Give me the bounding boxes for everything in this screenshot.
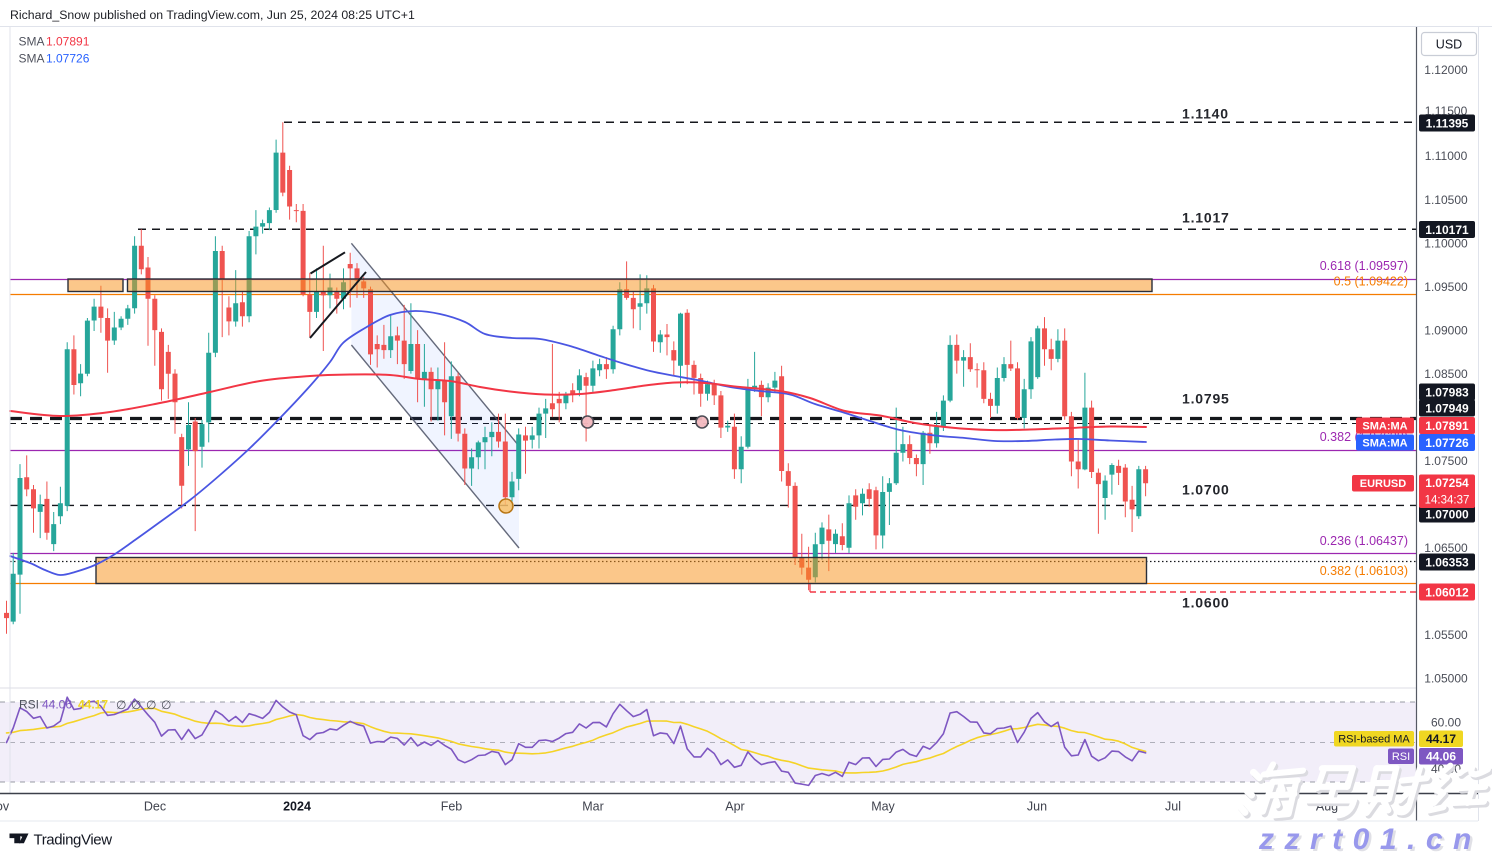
svg-text:44.06: 44.06 (42, 698, 72, 712)
svg-text:0.382 (1.06103): 0.382 (1.06103) (1320, 564, 1408, 578)
svg-text:1.07891: 1.07891 (46, 35, 90, 49)
svg-text:TradingView: TradingView (34, 832, 113, 849)
svg-text:1.0795: 1.0795 (1182, 391, 1230, 407)
svg-text:0.618 (1.09597): 0.618 (1.09597) (1320, 259, 1408, 273)
svg-text:Dec: Dec (144, 800, 166, 814)
svg-text:1.07983: 1.07983 (1425, 385, 1469, 399)
svg-text:1.07000: 1.07000 (1425, 507, 1469, 521)
svg-text:1.0600: 1.0600 (1182, 595, 1230, 611)
svg-text:1.06353: 1.06353 (1425, 555, 1469, 569)
svg-text:1.0700: 1.0700 (1182, 482, 1230, 498)
svg-text:1.09500: 1.09500 (1424, 280, 1468, 294)
svg-text:1.10171: 1.10171 (1425, 223, 1469, 237)
svg-text:1.06012: 1.06012 (1425, 585, 1469, 599)
svg-text:44.17: 44.17 (1426, 732, 1456, 746)
svg-text:44.17: 44.17 (78, 698, 108, 712)
svg-text:0.5 (1.09422): 0.5 (1.09422) (1334, 275, 1408, 289)
svg-text:14:34:37: 14:34:37 (1425, 495, 1470, 507)
svg-text:0.236 (1.06437): 0.236 (1.06437) (1320, 534, 1408, 548)
svg-text:EURUSD: EURUSD (1360, 478, 1407, 490)
svg-text:SMA:MA: SMA:MA (1362, 421, 1407, 433)
svg-text:SMA:MA: SMA:MA (1362, 438, 1407, 450)
svg-text:1.05000: 1.05000 (1424, 672, 1468, 686)
svg-text:zzrt01.cn: zzrt01.cn (1258, 823, 1482, 856)
svg-text:Jun: Jun (1027, 800, 1047, 814)
svg-text:RSI: RSI (1392, 751, 1410, 763)
svg-text:1.11395: 1.11395 (1426, 116, 1469, 130)
svg-text:Richard_Snow published on Trad: Richard_Snow published on TradingView.co… (10, 8, 415, 22)
svg-text:Nov: Nov (0, 800, 10, 814)
svg-text:Jul: Jul (1165, 800, 1181, 814)
svg-text:zzrt01.cn: zzrt01.cn (1261, 825, 1485, 857)
svg-text:∅: ∅ (116, 698, 126, 712)
svg-text:∅: ∅ (131, 698, 141, 712)
svg-text:1.05500: 1.05500 (1424, 628, 1468, 642)
svg-text:USD: USD (1436, 38, 1462, 52)
svg-text:∅: ∅ (146, 698, 156, 712)
svg-text:1.10000: 1.10000 (1424, 237, 1468, 251)
svg-text:1.07726: 1.07726 (1425, 436, 1469, 450)
svg-text:1.08500: 1.08500 (1424, 367, 1468, 381)
svg-text:1.10500: 1.10500 (1424, 193, 1468, 207)
svg-text:Apr: Apr (725, 800, 744, 814)
svg-text:May: May (871, 800, 895, 814)
svg-text:SMA: SMA (19, 35, 45, 49)
svg-text:1.07726: 1.07726 (46, 52, 90, 66)
svg-text:Feb: Feb (441, 800, 463, 814)
svg-text:RSI-based MA: RSI-based MA (1338, 734, 1410, 746)
svg-text:1.11000: 1.11000 (1425, 149, 1468, 163)
svg-text:1.07949: 1.07949 (1425, 401, 1469, 415)
svg-text:1.07500: 1.07500 (1424, 454, 1468, 468)
svg-text:∅: ∅ (161, 698, 171, 712)
svg-text:1.07254: 1.07254 (1425, 476, 1469, 490)
svg-text:1.07891: 1.07891 (1425, 419, 1469, 433)
svg-text:60.00: 60.00 (1431, 716, 1461, 730)
svg-text:Mar: Mar (582, 800, 604, 814)
svg-text:1.1140: 1.1140 (1182, 106, 1229, 122)
svg-text:1.1017: 1.1017 (1182, 210, 1230, 226)
svg-text:SMA: SMA (19, 52, 45, 66)
svg-text:1.09000: 1.09000 (1424, 324, 1468, 338)
svg-text:1.06500: 1.06500 (1424, 541, 1468, 555)
svg-text:44.06: 44.06 (1426, 750, 1456, 764)
svg-text:RSI: RSI (19, 698, 39, 712)
svg-text:2024: 2024 (283, 800, 311, 814)
svg-text:1.12000: 1.12000 (1424, 63, 1468, 77)
